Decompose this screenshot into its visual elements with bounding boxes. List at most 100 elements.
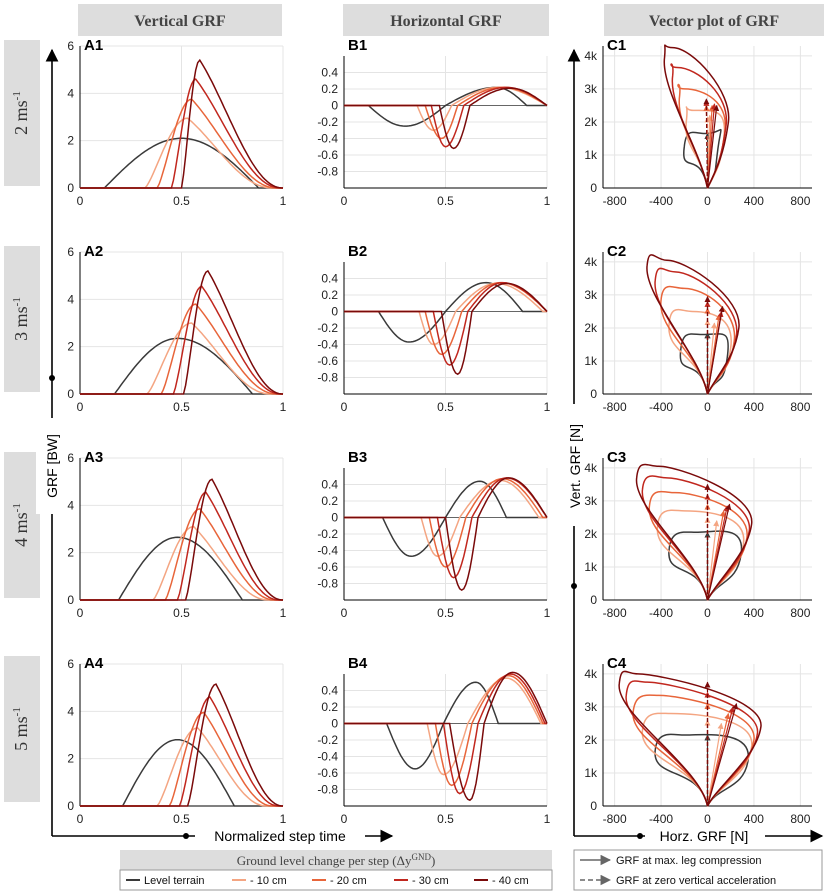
x-tick-label: 0.5 bbox=[173, 194, 190, 208]
vector-loop-3 bbox=[641, 475, 751, 601]
x-tick-label: 0 bbox=[704, 194, 711, 208]
x-tick-label: -800 bbox=[603, 606, 627, 620]
legend-title: Ground level change per step (ΔyGND) bbox=[237, 852, 436, 868]
row-exp-4: -1 bbox=[11, 707, 23, 716]
header-vertical-bg bbox=[78, 4, 282, 36]
vector-loop-1 bbox=[656, 509, 745, 601]
header-vector-bg bbox=[604, 4, 824, 36]
x-tick-label: 0 bbox=[77, 606, 84, 620]
panel-vector-3: -800 -400 0 400 800 0 1k 2k 3k 4k C3 bbox=[584, 449, 812, 620]
legend-label-4: - 40 cm bbox=[492, 875, 529, 887]
y-tick-label: 6 bbox=[67, 657, 74, 671]
y-tick-label: 2k bbox=[584, 527, 598, 541]
x-tick-label: 400 bbox=[744, 812, 764, 826]
x-tick-label: 0.5 bbox=[173, 606, 190, 620]
x-tick-label: -800 bbox=[603, 812, 627, 826]
x-tick-label: 1 bbox=[544, 400, 551, 414]
y-tick-label: 0 bbox=[67, 387, 74, 401]
y-tick-label: 0 bbox=[331, 511, 338, 525]
x-tick-label: -800 bbox=[603, 400, 627, 414]
vector-loop-2 bbox=[648, 490, 748, 601]
row-label-4: 5 ms-1 bbox=[11, 707, 31, 751]
y-tick-label: 0.2 bbox=[321, 82, 338, 96]
xlabel-bg bbox=[195, 826, 365, 846]
column-headers: Vertical GRF Horizontal GRF Vector plot … bbox=[78, 4, 824, 36]
x-tick-label: 1 bbox=[544, 812, 551, 826]
x-tick-label: 0.5 bbox=[173, 812, 190, 826]
vector-loop-1 bbox=[668, 308, 732, 395]
row-exp-1: -1 bbox=[11, 91, 23, 100]
y-tick-label: 4 bbox=[67, 498, 74, 512]
panel-vector-4: -800 -400 0 400 800 0 1k 2k 3k 4k C4 bbox=[584, 655, 812, 826]
x-tick-label: 0 bbox=[77, 400, 84, 414]
y-tick-label: 4k bbox=[584, 49, 598, 63]
x-tick-label: 0.5 bbox=[437, 400, 454, 414]
x-tick-label: 800 bbox=[790, 812, 810, 826]
x-tick-label: -400 bbox=[649, 812, 673, 826]
row-label-bg bbox=[4, 452, 40, 598]
y-tick-label: 2k bbox=[584, 115, 598, 129]
y-tick-label: 0.4 bbox=[321, 272, 338, 286]
vector-arrow-solid bbox=[706, 503, 732, 601]
y-tick-label: -0.2 bbox=[317, 115, 338, 129]
panel-horizontal-2: 0 0.5 1 0.4 0.2 0 -0.2 -0.4 -0.6 -0.8 B2 bbox=[317, 243, 550, 414]
legend-label-1: - 10 cm bbox=[250, 875, 287, 887]
y-tick-label: 0 bbox=[331, 305, 338, 319]
x-tick-label: 1 bbox=[544, 194, 551, 208]
series-line-4 bbox=[344, 477, 548, 592]
y-tick-label: -0.2 bbox=[317, 733, 338, 747]
legend-box bbox=[119, 869, 553, 891]
vector-loop-4 bbox=[646, 254, 740, 395]
row-label-bg bbox=[4, 40, 40, 186]
series-line-4 bbox=[344, 282, 548, 376]
x-tick-label: -400 bbox=[649, 400, 673, 414]
panel-label: C2 bbox=[607, 243, 626, 260]
legend-title-sup: GND bbox=[411, 852, 431, 862]
panel-label: C3 bbox=[607, 449, 626, 466]
x-tick-label: -800 bbox=[603, 194, 627, 208]
y-tick-label: 3k bbox=[584, 700, 598, 714]
x-tick-label: 0 bbox=[77, 194, 84, 208]
y-tick-label: 2 bbox=[67, 546, 74, 560]
legend-label-0: Level terrain bbox=[144, 875, 205, 887]
x-tick-label: 0 bbox=[341, 606, 348, 620]
x-tick-label: 400 bbox=[744, 400, 764, 414]
panel-vertical-4: 0 0.5 1 0 2 4 6 A4 bbox=[67, 655, 286, 826]
arrow-legend-dashed: GRF at zero vertical acceleration bbox=[616, 875, 776, 887]
vector-arrow-solid bbox=[706, 104, 720, 189]
panel-label: B1 bbox=[348, 37, 367, 54]
y-tick-label: 2 bbox=[67, 134, 74, 148]
x-tick-label: 1 bbox=[280, 194, 287, 208]
y-tick-label: 0 bbox=[590, 387, 597, 401]
y-tick-label: 0 bbox=[67, 593, 74, 607]
vector-loop-4 bbox=[663, 44, 730, 189]
series-line-4 bbox=[344, 671, 548, 802]
y-tick-label: -0.6 bbox=[317, 560, 338, 574]
y-tick-label: 0.4 bbox=[321, 684, 338, 698]
y-tick-label: -0.8 bbox=[317, 577, 338, 591]
y-tick-label: 2 bbox=[67, 340, 74, 354]
y-tick-label: 4 bbox=[67, 292, 74, 306]
panel-horizontal-4: 0 0.5 1 0.4 0.2 0 -0.2 -0.4 -0.6 -0.8 B4 bbox=[317, 655, 550, 826]
x-tick-label: 0 bbox=[341, 812, 348, 826]
x-tick-label: 1 bbox=[280, 606, 287, 620]
axis-dot bbox=[571, 583, 577, 589]
axis-dot bbox=[183, 833, 189, 839]
y-tick-label: 4 bbox=[67, 86, 74, 100]
y-tick-label: 6 bbox=[67, 245, 74, 259]
y-tick-label: 1k bbox=[584, 560, 598, 574]
vector-arrow-solid bbox=[706, 520, 720, 601]
panel-label: B2 bbox=[348, 243, 367, 260]
panel-horizontal-3: 0 0.5 1 0.4 0.2 0 -0.2 -0.4 -0.6 -0.8 B3 bbox=[317, 449, 550, 620]
series-line-4 bbox=[344, 87, 548, 150]
x-tick-label: 0 bbox=[704, 812, 711, 826]
panel-vertical-2: 0 0.5 1 0 2 4 6 A2 bbox=[67, 243, 286, 414]
row-label-3: 4 ms-1 bbox=[11, 503, 31, 547]
arrow-legend-box bbox=[573, 849, 823, 891]
y-tick-label: -0.2 bbox=[317, 527, 338, 541]
x-tick-label: 0 bbox=[341, 194, 348, 208]
panel-label: C4 bbox=[607, 655, 627, 672]
y-tick-label: 0 bbox=[331, 99, 338, 113]
vector-loop-4 bbox=[635, 463, 753, 601]
y-tick-label: -0.6 bbox=[317, 354, 338, 368]
